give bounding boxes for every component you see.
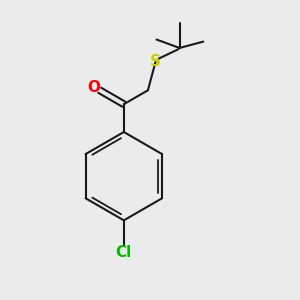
Text: S: S: [150, 54, 161, 69]
Text: Cl: Cl: [116, 244, 132, 260]
Text: O: O: [87, 80, 101, 95]
